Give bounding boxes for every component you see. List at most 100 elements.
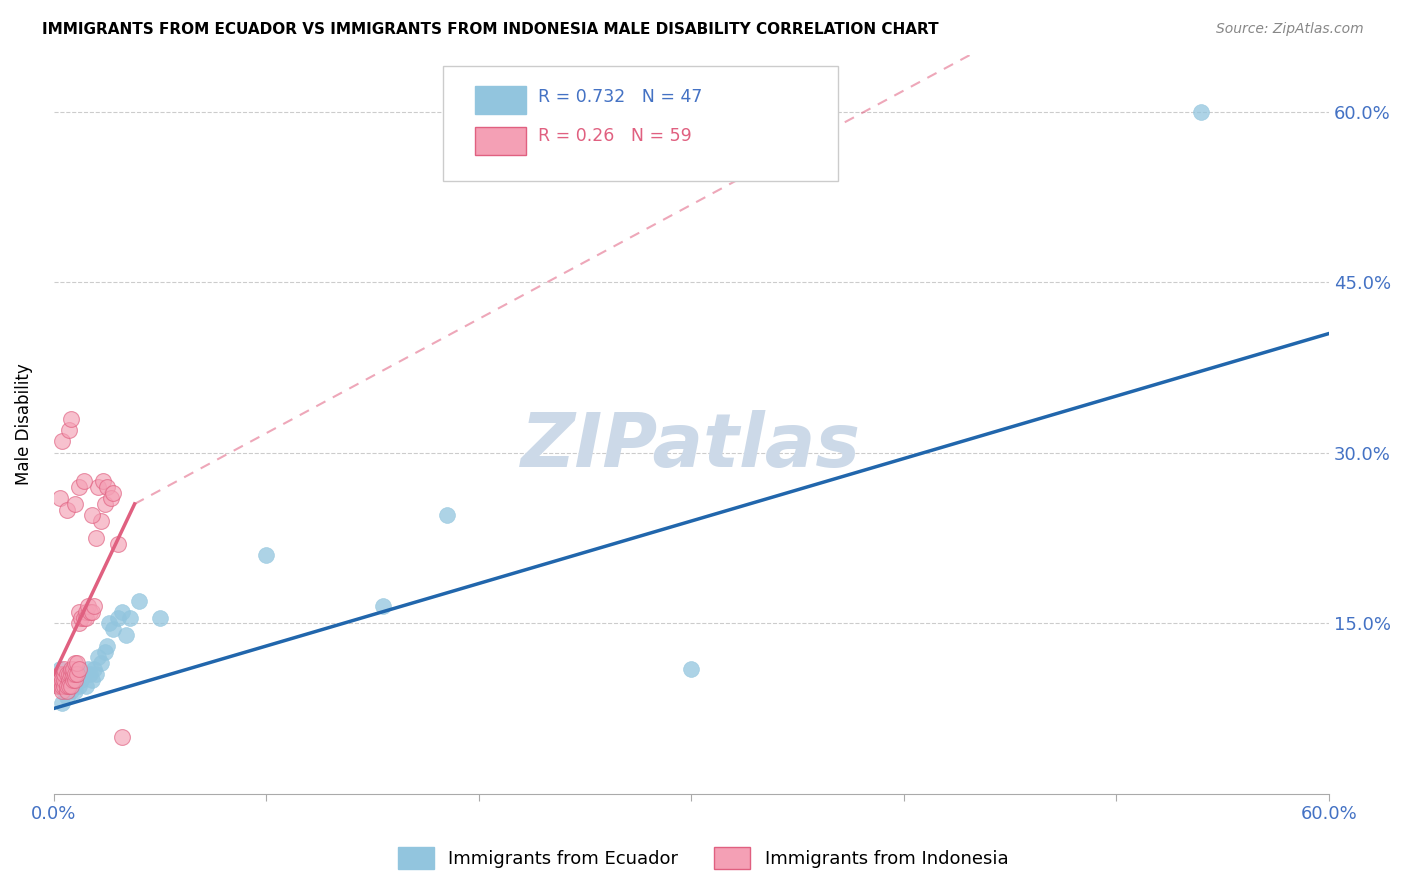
Point	[70, 610, 93, 624]
Point	[66, 667, 89, 681]
Point	[63, 656, 86, 670]
Point	[67, 480, 90, 494]
Point	[83, 599, 105, 614]
Point	[67, 679, 90, 693]
Point	[51, 696, 73, 710]
Point	[53, 667, 76, 681]
Point	[53, 673, 76, 687]
Point	[75, 605, 97, 619]
Point	[254, 548, 277, 562]
Text: R = 0.732   N = 47: R = 0.732 N = 47	[538, 88, 703, 106]
Point	[373, 599, 395, 614]
Point	[90, 656, 112, 670]
Point	[63, 667, 86, 681]
Point	[1191, 105, 1213, 120]
Point	[80, 673, 103, 687]
Point	[111, 605, 134, 619]
Text: ZIPatlas: ZIPatlas	[522, 410, 862, 483]
Bar	[475, 87, 526, 114]
Point	[96, 480, 118, 494]
Point	[76, 599, 98, 614]
Point	[58, 679, 80, 693]
Bar	[475, 127, 526, 155]
Point	[72, 667, 94, 681]
Point	[103, 485, 125, 500]
Point	[49, 662, 72, 676]
Point	[58, 673, 80, 687]
Point	[107, 537, 129, 551]
Point	[62, 679, 84, 693]
Point	[63, 673, 86, 687]
Point	[75, 610, 97, 624]
Point	[86, 667, 108, 681]
Text: IMMIGRANTS FROM ECUADOR VS IMMIGRANTS FROM INDONESIA MALE DISABILITY CORRELATION: IMMIGRANTS FROM ECUADOR VS IMMIGRANTS FR…	[42, 22, 939, 37]
Point	[149, 610, 172, 624]
Point	[96, 639, 118, 653]
Y-axis label: Male Disability: Male Disability	[15, 364, 32, 485]
Point	[80, 508, 103, 523]
Point	[49, 667, 72, 681]
Point	[67, 616, 90, 631]
Point	[79, 605, 101, 619]
Point	[80, 605, 103, 619]
Point	[681, 662, 703, 676]
Point	[55, 690, 77, 704]
Point	[53, 673, 76, 687]
Point	[72, 474, 94, 488]
Point	[63, 673, 86, 687]
Point	[53, 667, 76, 681]
Point	[51, 673, 73, 687]
Text: R = 0.26   N = 59: R = 0.26 N = 59	[538, 128, 692, 145]
Point	[120, 610, 142, 624]
Point	[55, 679, 77, 693]
Point	[62, 673, 84, 687]
Point	[53, 662, 76, 676]
Point	[94, 645, 117, 659]
Point	[83, 662, 105, 676]
Point	[67, 662, 90, 676]
Text: Source: ZipAtlas.com: Source: ZipAtlas.com	[1216, 22, 1364, 37]
Point	[70, 673, 93, 687]
Point	[107, 610, 129, 624]
Point	[87, 650, 110, 665]
Point	[63, 667, 86, 681]
Point	[86, 531, 108, 545]
Point	[49, 679, 72, 693]
Point	[62, 673, 84, 687]
Point	[51, 679, 73, 693]
Point	[46, 679, 69, 693]
Point	[76, 662, 98, 676]
Point	[128, 593, 150, 607]
Point	[51, 434, 73, 449]
Point	[59, 667, 82, 681]
Point	[90, 514, 112, 528]
Point	[58, 667, 80, 681]
Point	[53, 679, 76, 693]
Point	[55, 502, 77, 516]
Point	[94, 497, 117, 511]
Point	[67, 605, 90, 619]
Point	[103, 622, 125, 636]
Point	[67, 667, 90, 681]
Point	[59, 411, 82, 425]
Point	[55, 679, 77, 693]
Point	[59, 679, 82, 693]
Point	[100, 491, 122, 506]
Point	[51, 684, 73, 698]
Point	[55, 667, 77, 681]
Point	[53, 684, 76, 698]
Point	[75, 679, 97, 693]
Point	[63, 684, 86, 698]
Point	[63, 497, 86, 511]
Point	[87, 480, 110, 494]
Point	[79, 667, 101, 681]
Point	[58, 423, 80, 437]
Point	[55, 673, 77, 687]
Point	[59, 673, 82, 687]
Point	[59, 662, 82, 676]
FancyBboxPatch shape	[443, 66, 838, 181]
Point	[66, 673, 89, 687]
Point	[111, 730, 134, 744]
Point	[115, 627, 138, 641]
Point	[49, 491, 72, 506]
